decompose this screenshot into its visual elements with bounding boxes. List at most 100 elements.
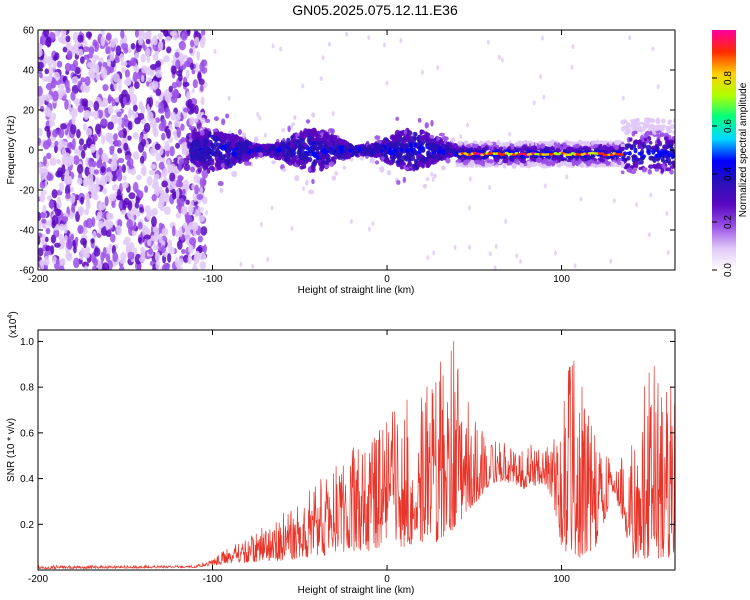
- heatmap-cell: [47, 65, 54, 76]
- heatmap-cell: [48, 119, 55, 127]
- heatmap-cell: [539, 74, 543, 80]
- heatmap-cell: [621, 95, 625, 101]
- heatmap-cell: [187, 98, 193, 110]
- heatmap-cell: [117, 147, 123, 154]
- heatmap-cell: [519, 258, 523, 264]
- heatmap-cell: [665, 210, 669, 216]
- heatmap-cell: [372, 150, 377, 155]
- heatmap-cell: [159, 155, 166, 164]
- heatmap-cell: [334, 171, 339, 176]
- heatmap-cell: [438, 132, 445, 137]
- heatmap-cell: [408, 135, 413, 140]
- heatmap-cell: [93, 63, 100, 75]
- heatmap-cell: [96, 211, 103, 219]
- heatmap-cell: [656, 84, 660, 90]
- x-tick-label: -100: [203, 574, 223, 585]
- heatmap-cell: [139, 155, 145, 164]
- heatmap-cell: [536, 145, 540, 150]
- heatmap-cell: [81, 98, 89, 107]
- heatmap-cell: [647, 168, 652, 175]
- heatmap-cell: [73, 155, 80, 165]
- heatmap-cell: [139, 206, 145, 213]
- svg-text:(x104): (x104): [7, 311, 19, 338]
- heatmap-cell: [54, 208, 62, 217]
- heatmap-cell: [199, 130, 205, 136]
- heatmap-cell: [200, 206, 204, 212]
- heatmap-cell: [175, 229, 180, 238]
- heatmap-cell: [289, 150, 294, 158]
- heatmap-cell: [90, 192, 96, 199]
- heatmap-cell: [207, 167, 211, 174]
- heatmap-cell: [585, 145, 589, 152]
- heatmap-cell: [611, 161, 616, 167]
- heatmap-cell: [168, 246, 176, 255]
- heatmap-cell: [38, 247, 44, 257]
- heatmap-cell: [436, 65, 440, 71]
- heatmap-cell: [322, 160, 327, 165]
- heatmap-cell: [345, 31, 349, 37]
- heatmap-cell: [91, 216, 96, 228]
- heatmap-cell: [642, 143, 647, 149]
- heatmap-cell: [53, 55, 58, 62]
- heatmap-cell: [183, 107, 191, 113]
- heatmap-cell: [124, 236, 131, 243]
- heatmap-cell: [648, 141, 653, 145]
- heatmap-cell: [128, 164, 134, 170]
- heatmap-cell: [171, 59, 176, 66]
- heatmap-cell: [169, 146, 175, 157]
- heatmap-cell: [63, 223, 68, 234]
- heatmap-cell: [420, 69, 424, 75]
- heatmap-cell: [379, 166, 385, 173]
- heatmap-cell: [175, 142, 181, 149]
- heatmap-cell: [665, 167, 672, 172]
- heatmap-cell: [111, 184, 119, 191]
- heatmap-cell: [155, 88, 162, 97]
- heatmap-cell: [217, 181, 224, 187]
- heatmap-cell: [632, 168, 638, 172]
- heatmap-cell: [46, 109, 53, 118]
- heatmap-cell: [176, 70, 183, 77]
- heatmap-cell: [342, 165, 347, 170]
- heatmap-cell: [146, 175, 153, 186]
- heatmap-cell: [164, 263, 170, 270]
- heatmap-cell: [76, 177, 83, 185]
- heatmap-cell: [57, 167, 64, 178]
- heatmap-cell: [526, 160, 531, 166]
- heatmap-cell: [299, 143, 304, 151]
- heatmap-cell: [269, 144, 275, 151]
- heatmap-cell: [38, 43, 43, 50]
- heatmap-cell: [445, 157, 451, 164]
- heatmap-cell: [95, 73, 100, 81]
- heatmap-cell: [225, 133, 232, 140]
- heatmap-cell: [278, 151, 283, 157]
- heatmap-cell: [227, 95, 231, 101]
- x-tick-label: 100: [553, 274, 570, 285]
- heatmap-cell: [138, 236, 142, 244]
- heatmap-cell: [367, 35, 371, 41]
- heatmap-cell: [199, 37, 205, 49]
- heatmap-cell: [52, 59, 57, 70]
- heatmap-cell: [148, 247, 154, 255]
- heatmap-cell: [230, 134, 236, 141]
- heatmap-cell: [192, 152, 199, 158]
- heatmap-cell: [251, 263, 255, 269]
- heatmap-cell: [113, 81, 118, 91]
- heatmap-cell: [152, 53, 159, 61]
- heatmap-cell: [181, 248, 186, 254]
- heatmap-cell: [182, 157, 190, 166]
- heatmap-cell: [95, 123, 102, 135]
- heatmap-cell: [329, 161, 335, 167]
- heatmap-cell: [98, 202, 106, 211]
- y-tick-label: -60: [20, 266, 35, 277]
- heatmap-cell: [88, 158, 94, 167]
- y-tick-label: 20: [23, 106, 35, 117]
- heatmap-cell: [107, 121, 114, 131]
- heatmap-cell: [430, 119, 434, 127]
- heatmap-cell: [530, 157, 536, 161]
- heatmap-cell: [105, 171, 113, 183]
- heatmap-cell: [311, 160, 318, 167]
- heatmap-cell: [158, 161, 165, 170]
- heatmap-cell: [157, 32, 163, 40]
- heatmap-cell: [466, 122, 470, 128]
- heatmap-cell: [271, 43, 275, 49]
